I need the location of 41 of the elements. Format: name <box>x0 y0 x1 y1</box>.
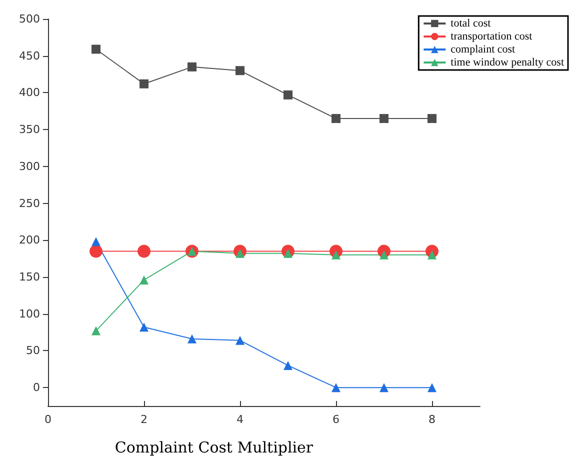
point <box>188 62 196 72</box>
point <box>380 114 388 124</box>
point <box>92 326 100 336</box>
y-tick-label: 200 <box>19 234 40 247</box>
y-tick-label: 50 <box>26 344 40 358</box>
x-tick-label: 0 <box>44 413 52 426</box>
y-tick-label: 400 <box>19 86 40 100</box>
point <box>428 114 436 124</box>
y-tick-label: 450 <box>19 49 40 62</box>
y-tick-label: 150 <box>19 270 40 284</box>
point <box>284 360 292 370</box>
point <box>428 383 436 392</box>
point <box>284 90 292 100</box>
point <box>138 244 150 258</box>
point <box>140 79 148 88</box>
x-tick-label: 8 <box>428 413 436 426</box>
y-tick-label: 500 <box>19 12 40 26</box>
legend-label: transportation cost <box>450 30 532 42</box>
point <box>380 383 388 392</box>
point <box>92 44 100 54</box>
y-tick-label: 100 <box>19 307 40 320</box>
y-tick-label: 0 <box>33 381 40 394</box>
y-tick-label: 250 <box>19 196 40 210</box>
legend-label: time window penalty cost <box>450 56 564 68</box>
legend-label: total cost <box>450 18 491 30</box>
point <box>236 336 244 345</box>
point <box>90 244 102 258</box>
point <box>332 114 340 124</box>
point <box>188 334 196 344</box>
point <box>140 322 148 332</box>
point <box>92 237 100 246</box>
y-tick-label: 300 <box>19 160 40 173</box>
x-tick-label: 6 <box>332 413 340 426</box>
y-tick-label: 350 <box>19 123 40 136</box>
point <box>140 275 148 284</box>
x-axis-title: Complaint Cost Multiplier <box>114 438 314 456</box>
x-tick-label: 2 <box>140 413 148 426</box>
point <box>332 383 340 392</box>
point <box>236 66 244 76</box>
x-tick-label: 4 <box>236 413 244 426</box>
legend-label: complaint cost <box>450 44 516 56</box>
